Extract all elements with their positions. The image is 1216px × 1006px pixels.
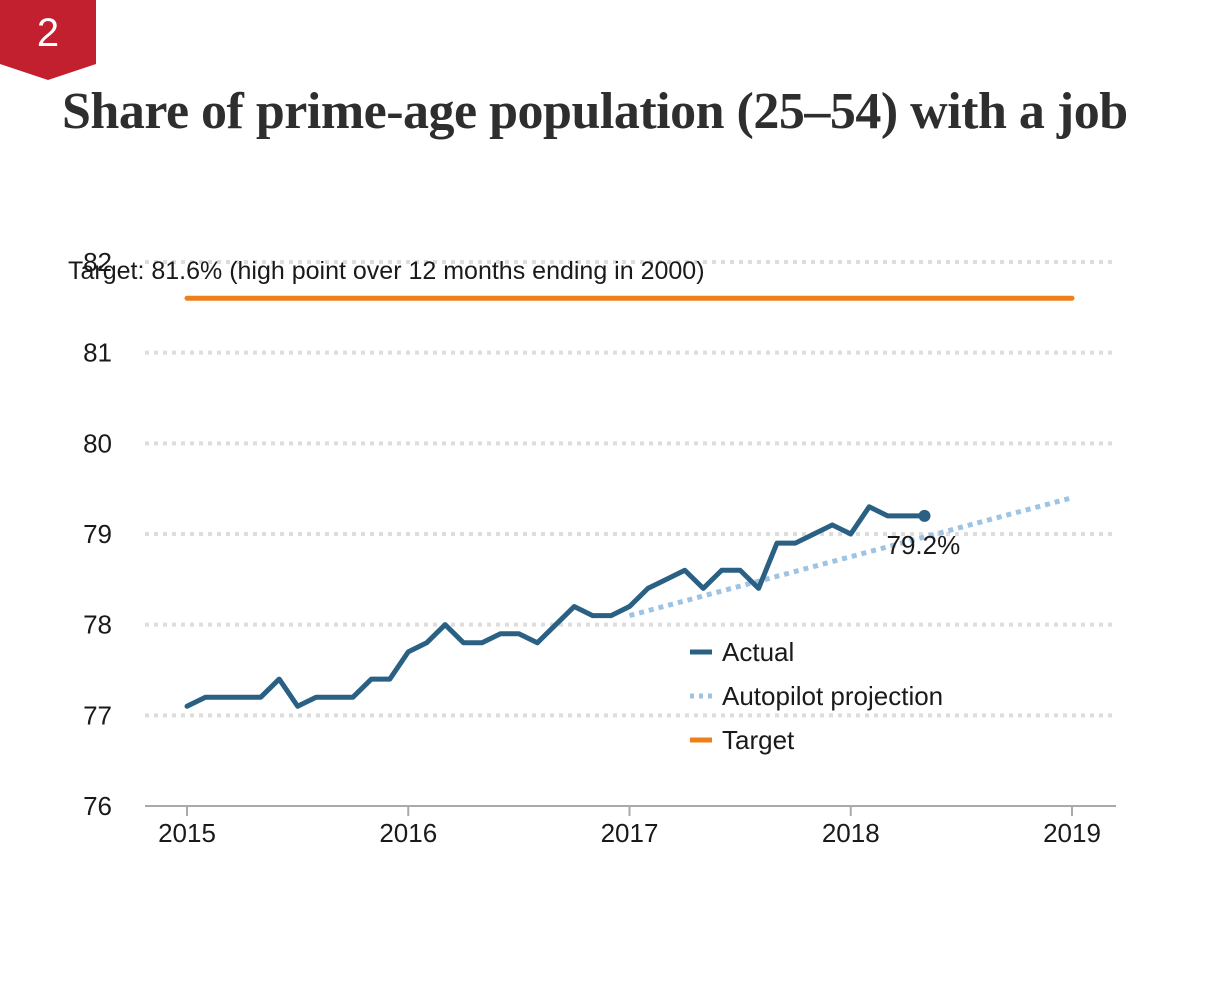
x-tick-label-2019: 2019 [1043, 818, 1101, 848]
badge-number: 2 [36, 11, 60, 55]
x-tick-label-2017: 2017 [601, 818, 659, 848]
x-tick-label-2016: 2016 [379, 818, 437, 848]
y-tick-label-76: 76 [83, 791, 112, 821]
badge-shape [0, 0, 96, 80]
y-tick-label-82: 82 [83, 247, 112, 277]
x-axis-tick-labels: 2015 2016 2017 2018 2019 [158, 818, 1101, 848]
legend-label-autopilot-projection: Autopilot projection [722, 681, 943, 711]
y-tick-label-80: 80 [83, 428, 112, 458]
annotations: Target: 81.6% (high point over 12 months… [68, 257, 960, 560]
chart-number-badge: 2 [0, 0, 96, 80]
actual-last-point [918, 509, 931, 522]
y-tick-label-81: 81 [83, 338, 112, 368]
y-tick-label-79: 79 [83, 519, 112, 549]
target-annotation: Target: 81.6% (high point over 12 months… [68, 257, 705, 285]
gridlines [145, 260, 1116, 718]
series-line-autopilot-projection [628, 495, 1073, 619]
y-axis-tick-labels: 76 77 78 79 80 81 82 [83, 247, 112, 821]
x-axis [145, 805, 1116, 816]
legend: Actual Autopilot projection Target [690, 637, 943, 755]
legend-label-actual: Actual [722, 637, 794, 667]
y-tick-label-77: 77 [83, 700, 112, 730]
series-lines [184, 295, 1075, 709]
legend-label-target: Target [722, 725, 795, 755]
series-line-actual [184, 504, 927, 709]
last-value-label: 79.2% [887, 530, 961, 560]
chart-title: Share of prime-age population (25–54) wi… [62, 83, 1128, 140]
x-tick-label-2018: 2018 [822, 818, 880, 848]
x-tick-label-2015: 2015 [158, 818, 216, 848]
y-tick-label-78: 78 [83, 610, 112, 640]
